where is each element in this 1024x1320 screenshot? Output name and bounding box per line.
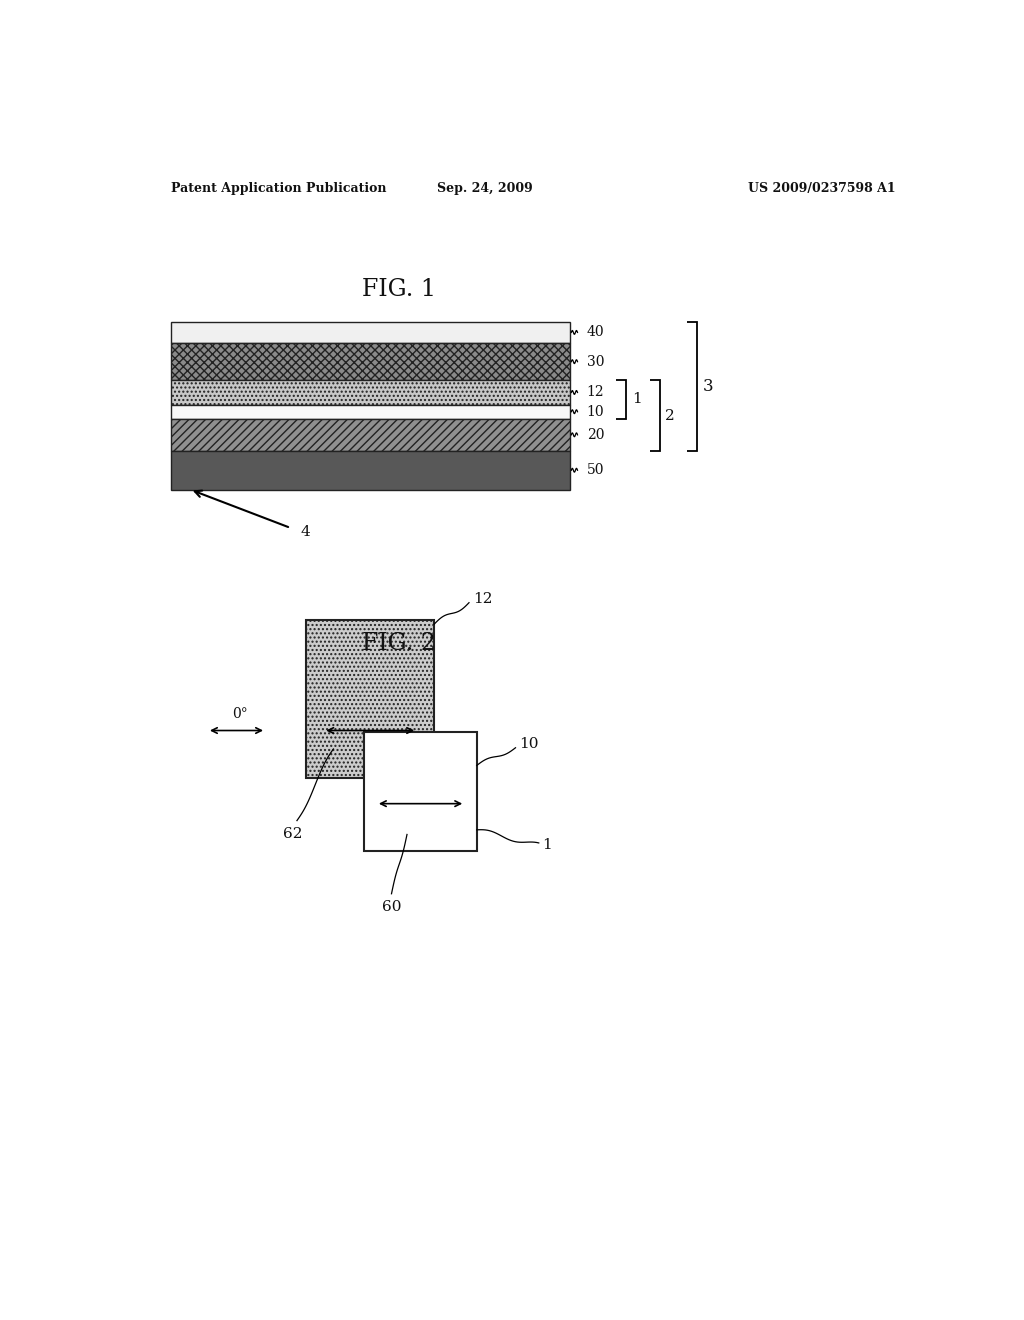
Text: 4: 4	[300, 525, 310, 539]
Text: 62: 62	[284, 826, 303, 841]
Text: Patent Application Publication: Patent Application Publication	[171, 182, 386, 194]
Bar	[171, 405, 569, 418]
Text: FIG. 2: FIG. 2	[362, 632, 436, 655]
Text: 12: 12	[473, 591, 493, 606]
Text: 30: 30	[587, 355, 604, 368]
Text: 1: 1	[632, 392, 641, 407]
Text: FIG. 1: FIG. 1	[362, 277, 436, 301]
Text: Sep. 24, 2009: Sep. 24, 2009	[436, 182, 532, 194]
Text: US 2009/0237598 A1: US 2009/0237598 A1	[748, 182, 895, 194]
Text: 10: 10	[587, 405, 604, 418]
Text: 12: 12	[587, 385, 604, 400]
Text: 0°: 0°	[232, 706, 248, 721]
Text: 2: 2	[665, 409, 675, 422]
Bar	[306, 620, 434, 779]
Bar	[171, 418, 569, 451]
Text: 40: 40	[587, 326, 604, 339]
Bar	[171, 451, 569, 490]
Text: 3: 3	[702, 378, 713, 395]
Text: 10: 10	[519, 737, 539, 751]
Text: 50: 50	[587, 463, 604, 478]
Bar	[171, 380, 569, 405]
Text: 1: 1	[543, 838, 552, 853]
Bar	[171, 343, 569, 380]
Bar	[365, 733, 477, 851]
Text: 20: 20	[587, 428, 604, 442]
Bar	[171, 322, 569, 343]
Text: 60: 60	[382, 900, 401, 913]
